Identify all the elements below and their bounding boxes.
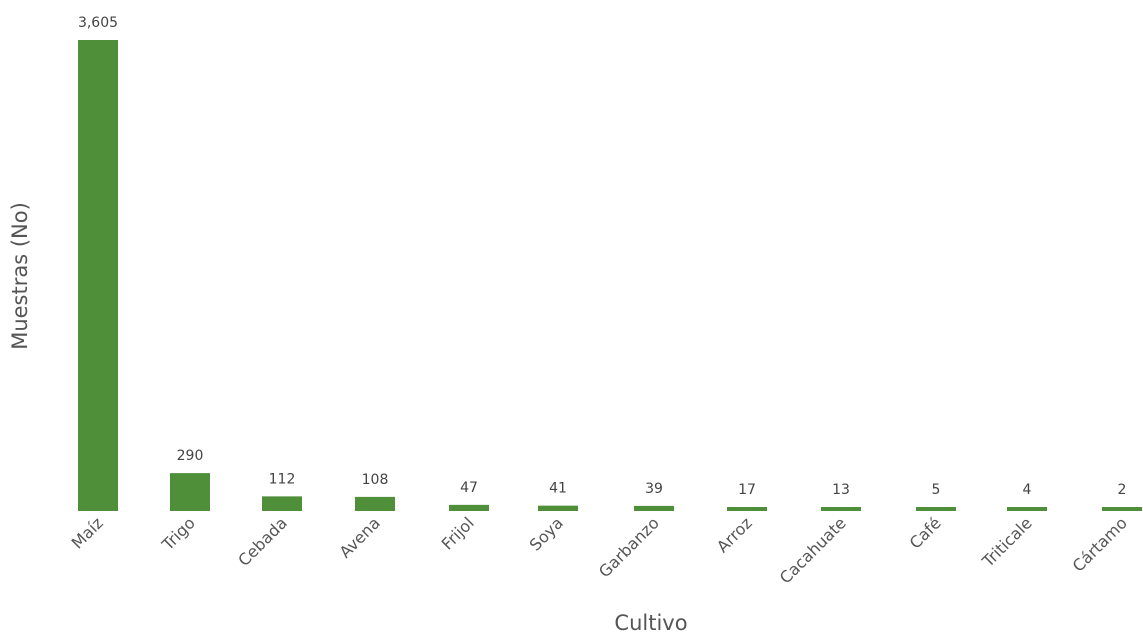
bar-12 — [1102, 507, 1142, 511]
bar-7 — [634, 505, 674, 511]
x-tick-labels-group: Maíz Trigo Cebada Avena Frijol Soya Garbanzo Ar… — [68, 513, 1131, 587]
value-labels-group: 3,605 290 112 108 47 41 39 17 13 5 4 2 — [78, 15, 1127, 498]
x-tick-label-10: Café — [906, 513, 945, 552]
x-tick-label-3: Cebada — [234, 513, 291, 570]
x-tick-label-12: Cártamo — [1069, 513, 1131, 575]
value-label-2: 290 — [177, 448, 204, 464]
value-label-1: 3,605 — [78, 15, 118, 31]
value-label-4: 108 — [362, 472, 389, 488]
value-label-12: 2 — [1118, 482, 1127, 498]
bar-3 — [262, 496, 302, 511]
value-label-5: 47 — [460, 480, 478, 496]
bar-5 — [449, 504, 489, 511]
x-tick-label-11: Triticale — [978, 513, 1036, 571]
x-tick-label-6: Soya — [526, 513, 567, 554]
y-axis-title: Muestras (No) — [8, 202, 32, 350]
value-label-9: 13 — [832, 482, 850, 498]
bar-4 — [355, 496, 395, 511]
x-tick-label-2: Trigo — [158, 513, 199, 554]
x-tick-label-4: Avena — [336, 513, 384, 561]
value-label-6: 41 — [549, 481, 567, 497]
bar-6 — [538, 505, 578, 511]
value-label-11: 4 — [1023, 482, 1032, 498]
bar-10 — [916, 507, 956, 511]
x-tick-label-9: Cacahuate — [776, 513, 850, 587]
x-tick-label-7: Garbanzo — [595, 513, 663, 581]
bar-1 — [78, 40, 118, 511]
x-tick-label-8: Arroz — [713, 513, 756, 556]
bar-2 — [170, 473, 210, 511]
bar-8 — [727, 507, 767, 511]
value-label-10: 5 — [932, 482, 941, 498]
bars-group — [78, 40, 1142, 511]
bar-11 — [1007, 507, 1047, 511]
x-tick-label-1: Maíz — [68, 513, 107, 552]
x-axis-title: Cultivo — [614, 611, 687, 635]
x-tick-label-5: Frijol — [438, 513, 478, 553]
bar-9 — [821, 507, 861, 511]
value-label-8: 17 — [738, 482, 756, 498]
value-label-3: 112 — [269, 471, 296, 487]
value-label-7: 39 — [645, 481, 663, 497]
